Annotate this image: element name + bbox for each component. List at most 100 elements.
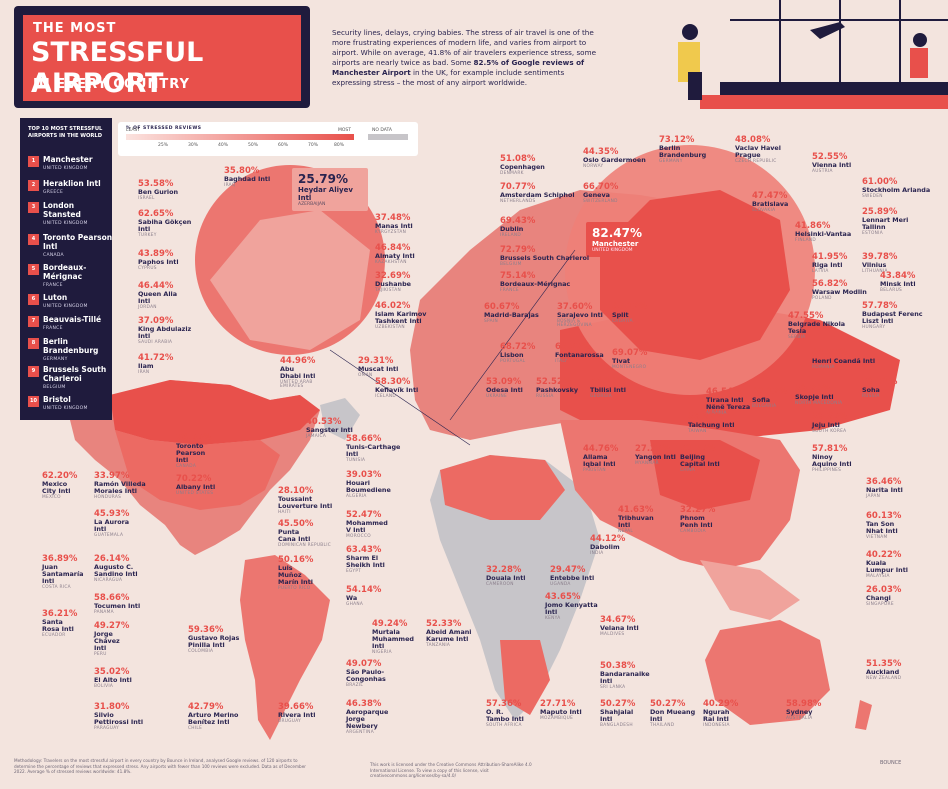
title-line-3: IN EVERY COUNTRY [33,77,190,92]
label-oslo: 44.35% Oslo Gardermoen NORWAY [583,147,646,169]
label-queenalia: 46.44% Queen Alia Intl JORDAN [138,281,178,310]
label-ramon: 33.97% Ramón Villeda Morales Intl HONDURAS [94,471,146,500]
label-albany: 70.22% Albany Intl UNITED STATES [176,474,216,496]
label-ninoy: 57.81% Ninoy Aquino Intl PHILIPPINES [812,444,852,473]
label-dublin: 69.43% Dublin IRELAND [500,216,536,238]
label-charleroi: 72.79% Brussels South Charleroi BELGIUM [500,245,590,267]
label-paphos: 43.89% Paphos Intl CYPRUS [138,249,179,271]
legend-title: % OF STRESSED REVIEWS [126,126,202,131]
label-belgrade: 47.55% Belgrade Nikola Tesla SERBIA [788,311,846,340]
label-ilam: 41.72% Ilam IRAN [138,353,174,375]
hero-pct: 25.79% [298,172,348,186]
label-geneva: 66.70% Geneva SWITZERLAND [583,182,619,204]
label-madrid: 60.67% Madrid-Barajas SPAIN [484,302,539,324]
middle-east-shape [210,210,370,350]
label-bratislava: 47.47% Bratislava SLOVAKIA [752,191,789,213]
label-vienna: 52.55% Vienna Intl AUSTRIA [812,152,852,174]
rank-number: 10 [28,396,39,407]
usa [115,430,280,510]
legend-tick: 30% [188,143,199,148]
australia [705,620,830,725]
label-budapest: 57.78% Budapest Ferenc Liszt Intl HUNGARY [862,301,923,330]
top10-panel: TOP 10 MOST STRESSFUL AIRPORTS IN THE WO… [20,118,112,420]
label-tallinn: 25.89% Lennart Meri Tallinn ESTONIA [862,207,909,236]
rank-airport: Beauvais-Tillé [43,315,102,324]
north-africa [440,455,565,520]
intro-part-2: in the UK, for example include sentiment… [332,68,565,87]
legend-no-data-swatch [368,134,408,140]
rank-airport: Luton [43,293,68,302]
rank-number: 3 [28,202,39,213]
label-sandino: 26.14% Augusto C. Sandino Intl NICARAGUA [94,554,138,583]
legend-least: LEAST [126,128,141,133]
label-juansantamaria: 36.89% Juan Santamaría Intl COSTA RICA [42,554,84,591]
label-santarosa: 36.21% Santa Rosa Intl ECUADOR [42,609,78,638]
label-split: 63.12% Split CROATIA [612,302,648,324]
label-donmueang: 50.27% Don Mueang Intl THAILAND [650,699,696,728]
label-tirana: 46.54% Tirana Intl Nënë Tereza ALBANIA [706,387,751,416]
brand-logo: BOUNCE [880,760,902,766]
label-taichung: 38.82% Taichung Intl TAIWAN [688,412,735,434]
label-bandaranaike: 50.38% Bandaranaike Intl SRI LANKA [600,661,650,690]
label-ngurah: 40.29% Ngurah Rai Intl INDONESIA [703,699,739,728]
label-douala: 32.28% Douala Intl CAMEROON [486,565,526,587]
label-narita: 36.46% Narita Intl JAPAN [866,477,903,499]
label-tunis: 58.66% Tunis-Carthage Intl TUNISIA [346,434,401,463]
hero-manchester: 82.47% Manchester UNITED KINGDOM [586,222,678,257]
label-ortambo: 57.36% O. R. Tambo Intl SOUTH AFRICA [486,699,524,728]
label-baghdad: 35.80% Baghdad Intl IRAQ [224,166,271,188]
label-abeid: 52.33% Abeid Amani Karume Intl TANZANIA [426,619,472,648]
legend-most: MOST [338,128,352,133]
label-sydney: 58.98% Sydney AUSTRALIA [786,699,822,721]
rank-number: 4 [28,234,39,245]
rank-country: UNITED KINGDOM [43,221,88,226]
label-jeju: 39.80% Jeju Intl SOUTH KOREA [812,412,848,434]
rank-country: GERMANY [43,357,68,362]
label-klia: 40.22% Kuala Lumpur Intl MALAYSIA [866,550,908,579]
label-houari: 39.03% Houari Boumediene ALGERIA [346,470,391,499]
label-tocumen: 58.66% Tocumen Intl PANAMA [94,593,141,615]
rank-airport: Toronto Pearson Intl [43,233,113,251]
rank-country: UNITED KINGDOM [43,166,88,171]
label-muscat: 29.31% Muscat Intl OMAN [358,356,399,378]
label-shahjalal: 50.27% Shahjalal Intl BANGLADESH [600,699,636,728]
label-toussaint: 28.10% Toussaint Louverture Intl HAITI [278,486,333,515]
china [650,440,760,510]
label-bengurion: 53.58% Ben Gurion ISRAEL [138,179,179,201]
label-mexico: 62.20% Mexico City Intl MEXICO [42,471,78,500]
intro-part-1: Security lines, delays, crying babies. T… [332,28,597,67]
rank-airport: Brussels South Charleroi [43,365,107,383]
label-minsk: 43.84% Minsk Intl BELARUS [880,271,916,293]
label-dabolim: 44.12% Dabolim INDIA [590,534,626,556]
label-almaty: 46.84% Almaty Intl KAZAKHSTAN [375,243,415,265]
label-jomo: 43.65% Jomo Kenyatta Intl KENYA [545,592,598,621]
label-fontanarossa: 63.57% Fontanarossa ITALY [555,342,604,364]
label-phnompenh: 32.27% Phnom Penh Intl CAMBODIA [680,505,716,534]
label-manas: 37.48% Manas Intl KYRGYZSTAN [375,213,413,235]
label-beijing: 52.70% Beijing Capital Intl CHINA [680,444,720,473]
label-kotoka: 54.14% Wa GHANA [346,585,382,607]
legend-tick: 80% [334,143,345,148]
label-changi: 26.03% Changi SINGAPORE [866,585,902,607]
label-berlin: 73.12% Berlin Brandenburg GERMANY [659,135,707,164]
label-rivera: 39.66% Rivera Intl URUGUAY [278,702,316,724]
title-line-2: STRESSFUL AIRPORT [31,37,204,99]
legend-tick: 25% [158,143,169,148]
hero-pct: 82.47% [592,226,642,240]
greenland [320,398,360,440]
label-bucharest: 64.77% Henri Coandă Intl ROMANIA [812,348,876,370]
rank-airport: London Stansted [43,201,81,219]
label-vilnius: 39.78% Vilnius LITHUANIA [862,252,898,274]
label-tansonnhat: 60.13% Tan Son Nhat Intl VIETNAM [866,511,902,540]
rank-airport: Manchester [43,155,93,164]
label-murtala: 49.24% Murtala Muhammed Intl NIGERIA [372,619,414,656]
label-dushanbe: 32.69% Dushanbe TAJIKISTAN [375,271,411,293]
label-aeroparque: 46.38% Aeroparque Jorge Newbery ARGENTINA [346,699,389,736]
label-velana: 34.67% Velana Intl MALDIVES [600,615,639,637]
rank-country: UNITED KINGDOM [43,406,88,411]
rank-country: CANADA [43,253,64,258]
hero-name: Heydar Aliyev Intl [298,186,353,202]
legend-tick: 40% [218,143,229,148]
license-note: This work is licensed under the Creative… [370,762,532,778]
intro-text: Security lines, delays, crying babies. T… [332,28,602,88]
